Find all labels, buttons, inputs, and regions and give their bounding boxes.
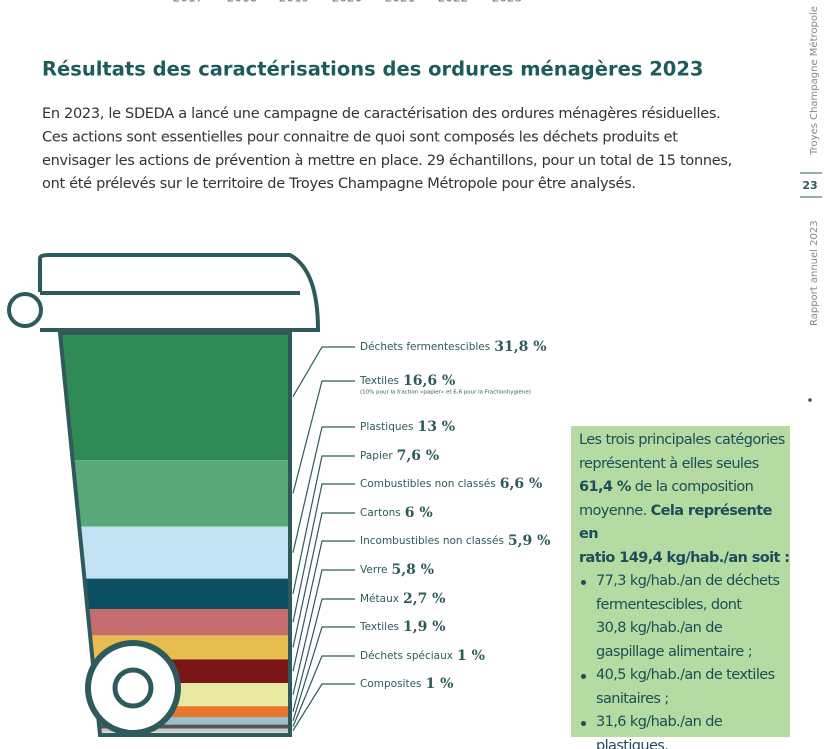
bin-segment — [60, 706, 290, 717]
category-name: Textiles — [359, 375, 399, 387]
paragraph-line: En 2023, le SDEDA a lancé une campagne d… — [42, 106, 720, 122]
bin-segment — [60, 609, 290, 636]
category-percent: 2,7 % — [403, 591, 446, 607]
bullet-line: 40,5 kg/hab./an de textiles — [596, 667, 775, 683]
category-label: Plastiques 13 % — [360, 419, 455, 435]
box-line: Les trois principales catégories — [579, 432, 785, 448]
category-name: Cartons — [360, 507, 401, 519]
category-name: Plastiques — [360, 421, 413, 433]
category-label: Déchets spéciaux 1 % — [360, 648, 485, 664]
category-name: Déchets spéciaux — [360, 650, 453, 662]
box-ratio: Cela représente en — [579, 502, 772, 543]
leader-line — [292, 455, 355, 594]
axis-year: 2018 — [227, 0, 258, 5]
leader-line — [292, 380, 355, 494]
bin-segment — [60, 526, 290, 579]
category-label: Composites 1 % — [360, 676, 453, 692]
leader-line — [292, 512, 355, 648]
leader-line — [292, 683, 355, 731]
category-label: Papier 7,6 % — [360, 448, 439, 464]
bin-segment — [60, 717, 290, 725]
category-name: Déchets fermentescibles — [360, 341, 490, 353]
category-percent: 5,9 % — [508, 533, 551, 549]
bullet-line: sanitaires ; — [596, 690, 669, 707]
category-percent: 13 % — [417, 419, 455, 435]
axis-year: 2023 — [492, 0, 523, 5]
category-label: Cartons 6 % — [360, 505, 433, 521]
category-label: Métaux 2,7 % — [360, 591, 446, 607]
axis-year: 2022 — [438, 0, 469, 5]
box-line: de la composition — [630, 479, 754, 495]
category-name: Verre — [360, 564, 388, 576]
category-name: Textiles — [359, 621, 399, 633]
category-percent: 16,6 % — [403, 373, 455, 389]
bin-segment — [60, 728, 290, 733]
bin-segment — [60, 460, 290, 527]
leader-line — [292, 626, 355, 721]
category-name: Métaux — [360, 593, 399, 605]
box-line: moyenne. — [579, 502, 651, 519]
leader-line — [292, 346, 355, 397]
category-name: Composites — [360, 678, 422, 690]
category-name: Papier — [360, 450, 393, 462]
bin-segment — [60, 578, 290, 609]
leader-line — [292, 483, 355, 623]
category-percent: 6 % — [405, 505, 433, 521]
category-percent: 1 % — [426, 676, 454, 692]
category-percent: 1 % — [457, 648, 485, 664]
category-label: Incombustibles non classés 5,9 % — [360, 533, 550, 549]
bullet-line: 31,6 kg/hab./an de — [596, 714, 723, 730]
category-percent: 7,6 % — [397, 448, 440, 464]
leader-line — [292, 655, 355, 727]
box-bullet: 77,3 kg/hab./an de déchets fermentescible… — [579, 570, 790, 664]
category-label: Déchets fermentescibles 31,8 % — [360, 339, 547, 355]
bin-segment — [60, 333, 290, 461]
leader-line — [292, 598, 355, 712]
category-label: Verre 5,8 % — [360, 562, 434, 578]
paragraph-line: envisager les actions de prévention à me… — [42, 153, 732, 169]
box-bullet: 40,5 kg/hab./an de textiles sanitaires ; — [579, 664, 790, 711]
summary-box: Les trois principales catégories représe… — [571, 426, 790, 749]
leader-line — [292, 540, 355, 672]
bullet-line: fermentescibles, dont — [596, 596, 742, 613]
axis-year: 2020 — [332, 0, 363, 5]
bullet-line: gaspillage alimentaire ; — [596, 643, 753, 660]
category-percent: 6,6 % — [500, 476, 543, 492]
category-name: Incombustibles non classés — [360, 535, 504, 547]
paragraph-line: ont été prélevés sur le territoire de Tr… — [42, 176, 636, 192]
axis-year: 2021 — [385, 0, 416, 5]
axis-year: 2017 — [173, 0, 204, 5]
leader-line — [292, 426, 355, 553]
page-number: 23 — [802, 179, 817, 192]
bullet-line: 30,8 kg/hab./an de — [596, 620, 723, 636]
sidebar-org: Troyes Champagne Métropole — [808, 6, 820, 156]
category-percent: 1,9 % — [403, 619, 446, 635]
category-label: Textiles 1,9 % — [359, 619, 446, 635]
leader-line — [292, 569, 355, 695]
category-label: Combustibles non classés 6,6 % — [360, 476, 542, 492]
category-name: Combustibles non classés — [360, 478, 496, 490]
sidebar-report: Rapport annuel 2023 — [809, 220, 820, 326]
axis-year: 2019 — [279, 0, 310, 5]
box-share: 61,4 % — [579, 479, 631, 495]
bullet-line: 77,3 kg/hab./an de déchets — [596, 573, 780, 589]
category-percent: 31,8 % — [494, 339, 546, 355]
box-line: représentent à elles seules — [579, 455, 759, 472]
bullet-line: plastiques. — [596, 737, 669, 749]
box-bullet: 31,6 kg/hab./an de plastiques. — [579, 711, 790, 749]
category-note: (10% pour la fraction «papier» et 6,6 po… — [360, 389, 531, 396]
paragraph-line: Ces actions sont essentielles pour conna… — [42, 129, 678, 145]
heading: Résultats des caractérisations des ordur… — [42, 58, 704, 81]
category-label: Textiles 16,6 % — [359, 373, 455, 389]
category-percent: 5,8 % — [392, 562, 435, 578]
bin-segment — [60, 724, 290, 729]
box-ratio: ratio 149,4 kg/hab./an soit : — [579, 549, 790, 566]
